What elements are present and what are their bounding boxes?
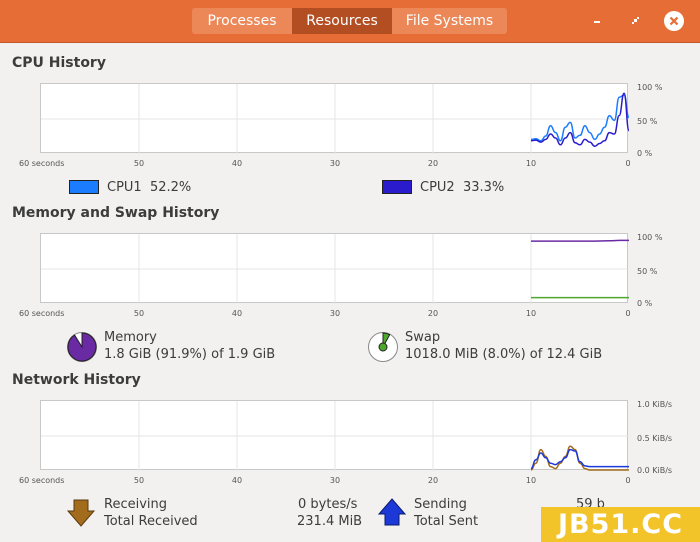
view-switcher: Processes Resources File Systems (192, 8, 507, 34)
total-received-label: Total Received (104, 514, 198, 529)
sending-label: Sending (414, 497, 467, 512)
x-tick: 60 seconds (19, 159, 65, 168)
close-button[interactable] (664, 11, 684, 31)
x-tick: 30 (329, 309, 341, 318)
header-bar: Processes Resources File Systems (0, 0, 700, 42)
memory-series-line (531, 239, 629, 242)
cpu-section-title: CPU History (12, 55, 106, 71)
x-tick: 30 (329, 476, 341, 485)
y-tick: 0 % (637, 299, 653, 308)
sending-series-line (530, 448, 629, 470)
x-tick: 60 seconds (19, 309, 65, 318)
y-tick: 50 % (637, 117, 658, 126)
x-tick: 50 (133, 476, 145, 485)
cpu-history-plot (40, 83, 629, 154)
x-tick: 50 (133, 159, 145, 168)
memory-section-title: Memory and Swap History (12, 205, 220, 221)
receiving-color-button[interactable] (66, 498, 96, 528)
x-tick: 30 (329, 159, 341, 168)
x-tick: 20 (427, 159, 439, 168)
plot-canvas (41, 401, 629, 471)
tab-processes[interactable]: Processes (192, 8, 292, 34)
x-tick: 60 seconds (19, 476, 65, 485)
cpu1-name: CPU1 (107, 180, 142, 195)
x-tick: 10 (525, 476, 537, 485)
cpu1-color-button[interactable] (69, 180, 99, 194)
tab-resources[interactable]: Resources (292, 8, 392, 34)
y-tick: 0 % (637, 149, 653, 158)
tab-file-systems[interactable]: File Systems (392, 8, 507, 34)
cpu2-name: CPU2 (420, 180, 455, 195)
x-tick: 40 (231, 476, 243, 485)
minimize-icon (594, 21, 600, 23)
y-tick: 100 % (637, 233, 663, 242)
plot-canvas (41, 234, 629, 304)
y-tick: 0.5 KiB/s (637, 434, 673, 443)
close-icon (669, 16, 679, 26)
cpu2-value: 33.3% (462, 180, 505, 195)
network-section-title: Network History (12, 372, 141, 388)
minimize-button[interactable] (588, 11, 608, 31)
x-tick: 0 (625, 159, 631, 168)
cpu2-color-button[interactable] (382, 180, 412, 194)
memory-pie-button[interactable] (66, 331, 98, 363)
swap-pie-button[interactable] (367, 331, 399, 363)
memory-label: Memory (104, 330, 157, 345)
cpu1-legend: CPU1 52.2% (107, 180, 191, 195)
network-history-plot (40, 400, 629, 471)
x-tick: 10 (525, 159, 537, 168)
y-tick: 50 % (637, 267, 658, 276)
watermark-logo: JB51.CC (541, 507, 700, 542)
total-received-value: 231.4 MiB (297, 514, 363, 529)
x-tick: 40 (231, 159, 243, 168)
x-tick: 0 (625, 476, 631, 485)
restore-button[interactable] (626, 11, 646, 31)
restore-icon (632, 17, 639, 24)
memory-history-plot (40, 233, 629, 304)
sending-color-button[interactable] (377, 497, 407, 527)
x-tick: 20 (427, 476, 439, 485)
x-tick: 20 (427, 309, 439, 318)
y-tick: 100 % (637, 83, 663, 92)
cpu1-series-line (530, 94, 629, 142)
x-tick: 10 (525, 309, 537, 318)
swap-label: Swap (405, 330, 441, 345)
plot-canvas (41, 84, 629, 154)
y-tick: 0.0 KiB/s (637, 466, 673, 475)
cpu2-legend: CPU2 33.3% (420, 180, 504, 195)
cpu1-value: 52.2% (149, 180, 192, 195)
cpu2-series-line (530, 92, 629, 147)
receiving-rate: 0 bytes/s (298, 497, 358, 512)
total-sent-label: Total Sent (414, 514, 479, 529)
x-tick: 40 (231, 309, 243, 318)
x-tick: 0 (625, 309, 631, 318)
x-tick: 50 (133, 309, 145, 318)
receiving-label: Receiving (104, 497, 168, 512)
y-tick: 1.0 KiB/s (637, 400, 673, 409)
swap-value: 1018.0 MiB (8.0%) of 12.4 GiB (405, 347, 603, 362)
memory-value: 1.8 GiB (91.9%) of 1.9 GiB (104, 347, 276, 362)
